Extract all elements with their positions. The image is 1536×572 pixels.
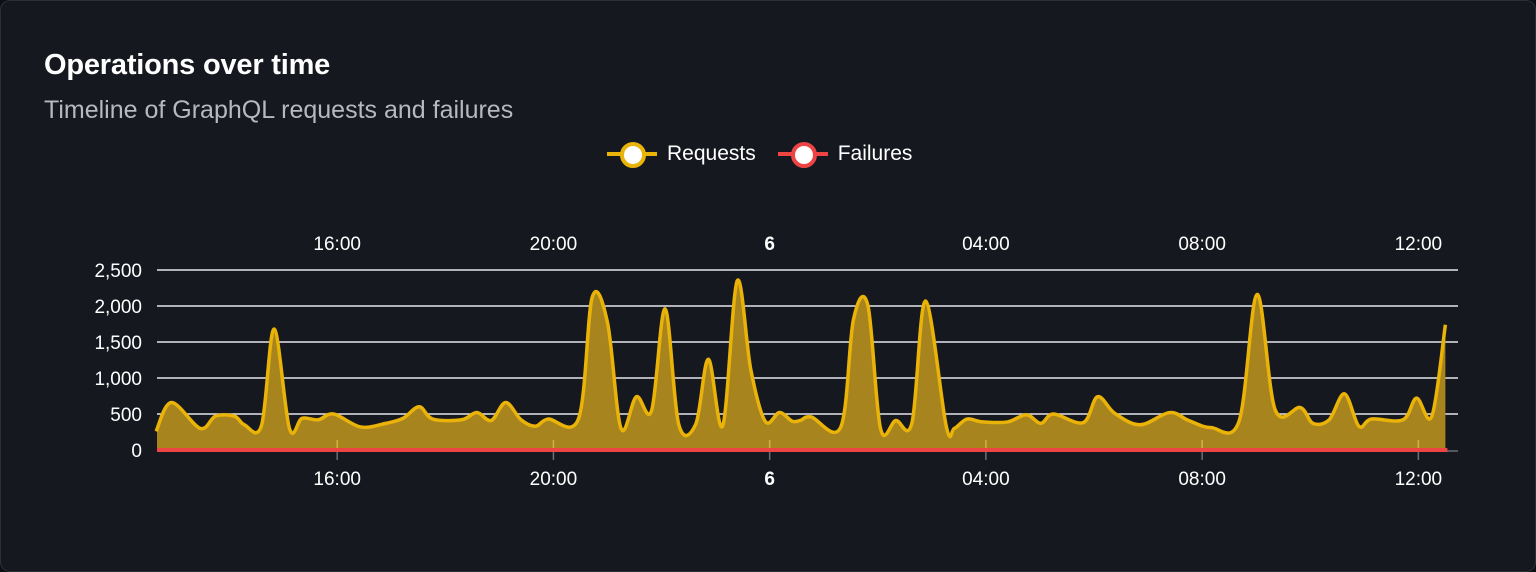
x-tick-label-bottom: 16:00 xyxy=(313,469,361,490)
requests-area xyxy=(156,279,1446,450)
requests-marker-icon xyxy=(607,141,657,168)
y-tick-label: 0 xyxy=(131,441,142,462)
x-tick-label-top: 16:00 xyxy=(313,234,361,255)
y-tick-label: 2,500 xyxy=(94,261,142,282)
x-tick-label-bottom: 04:00 xyxy=(962,469,1010,490)
x-tick-label-top: 20:00 xyxy=(530,234,578,255)
legend-item-requests[interactable]: Requests xyxy=(607,141,756,168)
x-tick-label-top: 6 xyxy=(764,234,775,255)
legend-item-failures[interactable]: Failures xyxy=(777,141,913,168)
x-tick-label-top: 08:00 xyxy=(1178,234,1226,255)
x-tick-label-bottom: 08:00 xyxy=(1178,469,1226,490)
y-tick-label: 1,000 xyxy=(94,369,142,390)
failures-marker-icon xyxy=(777,141,828,168)
legend-label-failures: Failures xyxy=(837,142,913,165)
x-tick-label-bottom: 12:00 xyxy=(1395,469,1443,490)
legend-label-requests: Requests xyxy=(667,142,756,165)
requests-line xyxy=(154,278,1448,439)
x-tick-label-top: 04:00 xyxy=(962,234,1010,255)
chart-title: Operations over time xyxy=(44,49,331,81)
chart-subtitle: Timeline of GraphQL requests and failure… xyxy=(44,96,514,124)
y-tick-label: 1,500 xyxy=(94,333,142,354)
y-tick-label: 2,000 xyxy=(94,297,142,318)
x-tick-label-bottom: 6 xyxy=(764,469,775,490)
x-tick-label-top: 12:00 xyxy=(1395,234,1443,255)
legend: Requests Failures xyxy=(607,141,913,168)
x-tick-label-bottom: 20:00 xyxy=(530,469,578,490)
y-tick-label: 500 xyxy=(110,405,142,426)
